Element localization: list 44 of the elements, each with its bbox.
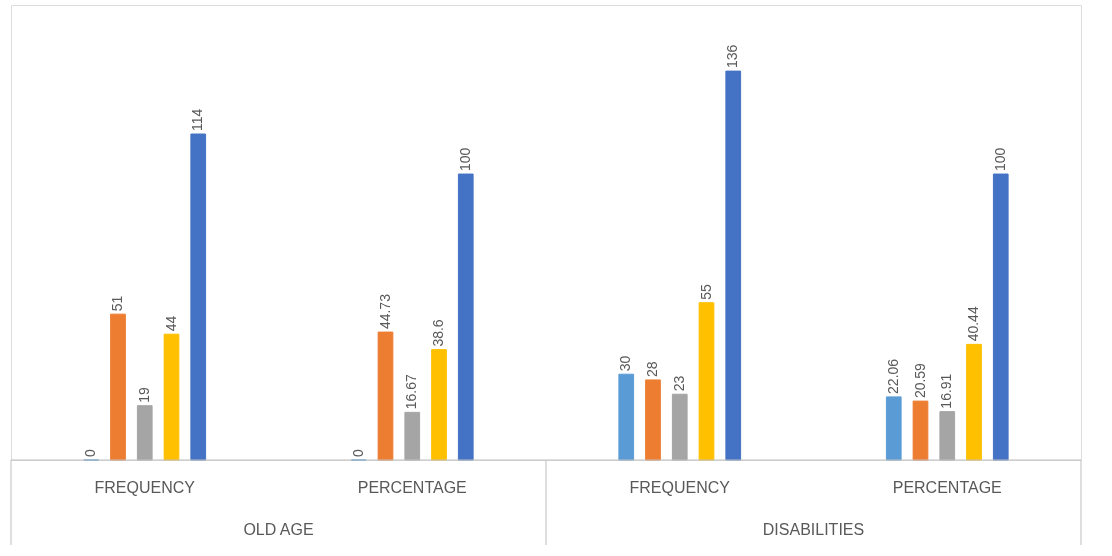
text: OLD AGE — [243, 521, 314, 538]
bar — [163, 333, 180, 461]
bar — [966, 343, 982, 461]
x-tick-label: PERCENTAGE — [892, 479, 1002, 496]
data-label: 28 — [644, 361, 660, 377]
data-label: 44.73 — [376, 293, 393, 330]
bar — [698, 302, 715, 461]
data-label: 44 — [162, 315, 179, 332]
data-label: 40.44 — [965, 306, 981, 342]
bar — [110, 313, 126, 461]
data-label: 16.91 — [938, 373, 955, 409]
bar — [885, 396, 902, 461]
data-label: 100 — [456, 147, 473, 172]
bar — [404, 411, 421, 461]
bar — [377, 331, 394, 461]
bar — [618, 373, 635, 461]
data-label: 0 — [349, 449, 366, 457]
bar — [431, 349, 447, 461]
bar — [912, 400, 929, 461]
x-tick-label: FREQUENCY — [629, 479, 731, 496]
bar — [190, 133, 207, 461]
data-label: 20.59 — [911, 362, 928, 399]
data-label: 100 — [991, 147, 1008, 172]
data-label: 114 — [189, 108, 206, 132]
bar — [671, 393, 688, 461]
bar — [457, 173, 474, 461]
data-label: 38.6 — [430, 319, 446, 347]
data-label: 30 — [617, 355, 634, 372]
data-label: 16.67 — [403, 374, 420, 410]
data-label: 19 — [135, 386, 152, 403]
bar — [645, 379, 661, 461]
data-label: 23 — [670, 375, 687, 392]
bar — [992, 173, 1009, 461]
bar — [725, 70, 742, 461]
data-label: 51 — [109, 295, 125, 312]
x-tick-label: PERCENTAGE — [357, 479, 467, 496]
bar — [136, 405, 153, 461]
data-label: 22.06 — [884, 358, 901, 394]
bar — [939, 411, 956, 461]
text: DISABILITIES — [762, 521, 865, 538]
data-label: 136 — [724, 44, 741, 69]
data-label: 0 — [82, 449, 99, 457]
x-tick-label: FREQUENCY — [94, 479, 196, 496]
data-label: 55 — [697, 283, 714, 300]
